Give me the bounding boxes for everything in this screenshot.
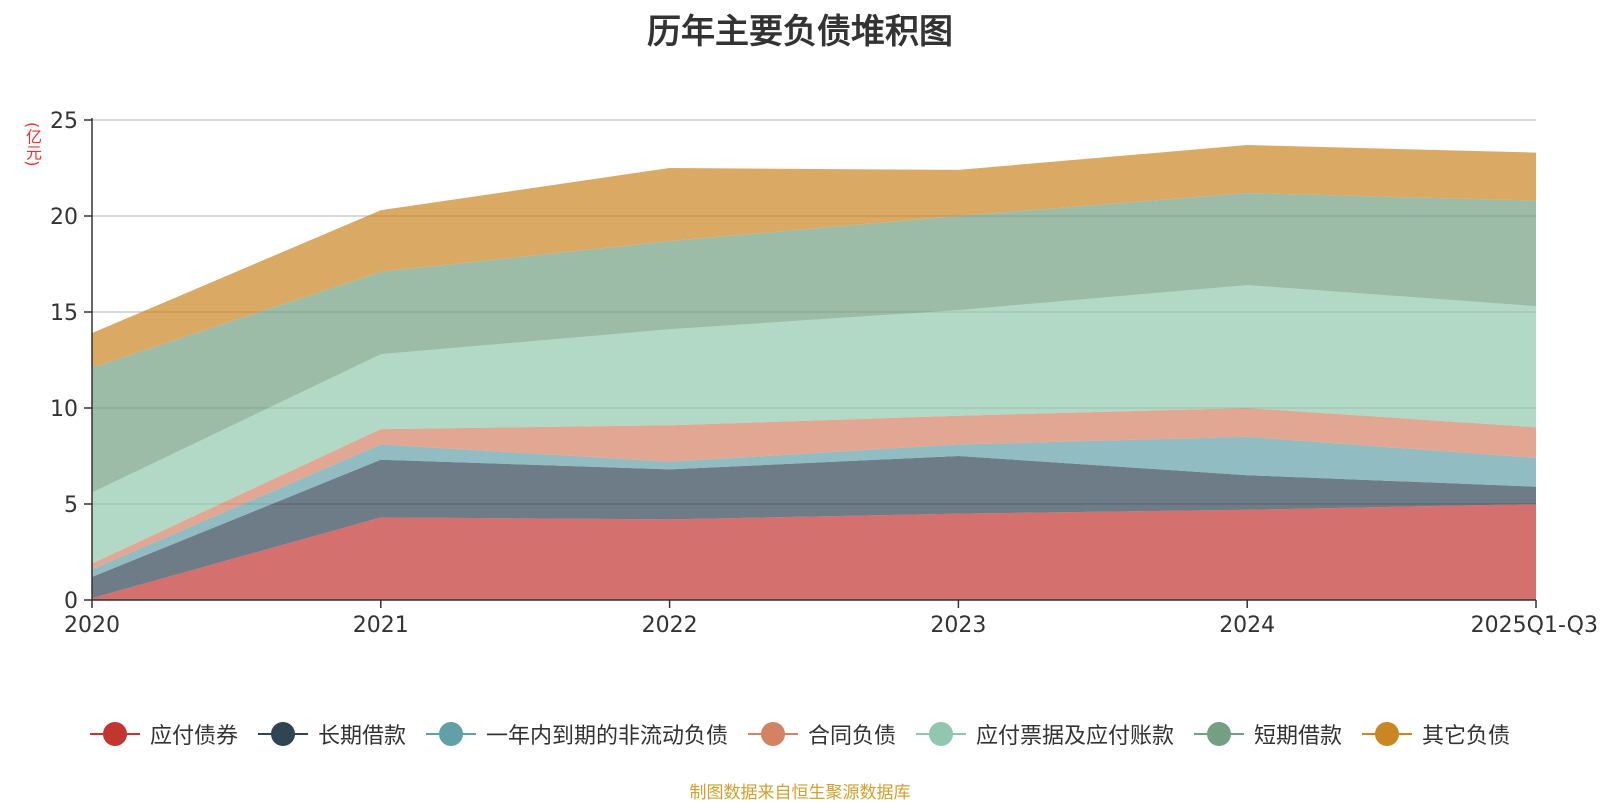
legend-marker-icon	[425, 722, 476, 746]
axes: 0 5 10 15 20 25 2020 2021 2022 2023 2024 2025Q1-Q3	[50, 109, 1598, 638]
area-series-6	[92, 145, 1536, 368]
source-note: 制图数据来自恒生聚源数据库	[689, 783, 911, 803]
legend-item-1[interactable]: 长期借款	[257, 718, 406, 750]
legend-label: 短期借款	[1254, 724, 1343, 749]
x-tick-label: 2020	[64, 613, 120, 638]
y-axis-unit-label: (亿元)	[23, 122, 42, 167]
legend-label: 一年内到期的非流动负债	[485, 724, 728, 749]
legend-marker-icon	[257, 722, 308, 746]
y-tick-label: 10	[50, 397, 78, 422]
legend-marker-icon	[89, 722, 140, 746]
legend-marker-icon	[1194, 722, 1245, 746]
x-tick-label: 2022	[642, 613, 698, 638]
area-series-2	[92, 436, 1536, 577]
y-tick-label: 5	[64, 493, 78, 518]
area-series-4	[92, 285, 1536, 564]
x-tick-label: 2024	[1219, 613, 1275, 638]
legend-marker-icon	[747, 722, 798, 746]
legend: 应付债券 长期借款 一年内到期的非流动负债 合同负债 应付票据及应付账款 短期借款 其它负债	[0, 718, 1600, 750]
legend-marker-icon	[1362, 722, 1413, 746]
legend-label: 合同负债	[807, 724, 896, 749]
legend-label: 应付票据及应付账款	[976, 724, 1175, 749]
area-series-3	[92, 408, 1536, 570]
legend-item-5[interactable]: 短期借款	[1194, 718, 1342, 750]
y-tick-label: 25	[50, 109, 78, 134]
area-series-5	[92, 193, 1536, 493]
legend-marker-icon	[916, 722, 966, 746]
legend-label: 长期借款	[317, 724, 406, 749]
y-tick-label: 20	[50, 205, 78, 230]
x-tick-label: 2023	[930, 613, 986, 638]
x-tick-label: 2021	[353, 613, 409, 638]
y-tick-label: 0	[64, 589, 78, 614]
chart-title: 历年主要负债堆积图	[647, 12, 953, 52]
legend-item-4[interactable]: 应付票据及应付账款	[916, 718, 1174, 750]
legend-label: 应付债券	[149, 724, 238, 749]
legend-item-0[interactable]: 应付债券	[89, 718, 238, 750]
x-tick-label: 2025Q1-Q3	[1471, 613, 1598, 638]
area-series-0	[92, 504, 1536, 600]
stacked-area-chart: 0 5 10 15 20 25 2020 2021 2022 2023 2024 2025Q1-Q3	[50, 109, 1598, 638]
legend-item-2[interactable]: 一年内到期的非流动负债	[425, 718, 728, 750]
legend-label: 其它负债	[1422, 724, 1511, 749]
legend-item-6[interactable]: 其它负债	[1362, 718, 1510, 750]
area-series-1	[92, 456, 1536, 599]
legend-item-3[interactable]: 合同负债	[747, 718, 896, 750]
y-tick-label: 15	[50, 301, 78, 326]
area-series	[92, 145, 1536, 600]
